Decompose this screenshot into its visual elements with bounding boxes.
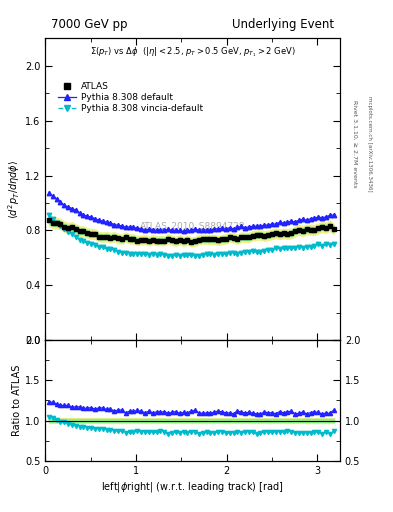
Text: Rivet 3.1.10, ≥ 2.7M events: Rivet 3.1.10, ≥ 2.7M events: [352, 99, 357, 187]
Pythia 8.308 default: [304, 217, 309, 223]
Pythia 8.308 vincia-default: [46, 211, 51, 218]
Text: 7000 GeV pp: 7000 GeV pp: [51, 18, 128, 31]
ATLAS: [266, 232, 270, 238]
Pythia 8.308 vincia-default: [331, 241, 336, 247]
Pythia 8.308 vincia-default: [285, 245, 290, 251]
Pythia 8.308 default: [181, 228, 186, 234]
Pythia 8.308 default: [70, 205, 74, 211]
Line: Pythia 8.308 default: Pythia 8.308 default: [47, 190, 336, 233]
Pythia 8.308 vincia-default: [170, 253, 174, 259]
Line: Pythia 8.308 vincia-default: Pythia 8.308 vincia-default: [47, 212, 336, 259]
Pythia 8.308 default: [274, 221, 278, 227]
ATLAS: [70, 224, 74, 230]
Text: mcplots.cern.ch [arXiv:1306.3436]: mcplots.cern.ch [arXiv:1306.3436]: [367, 96, 373, 191]
Pythia 8.308 vincia-default: [70, 230, 74, 237]
Line: ATLAS: ATLAS: [47, 218, 336, 244]
ATLAS: [46, 218, 51, 224]
Pythia 8.308 vincia-default: [277, 246, 282, 252]
Y-axis label: Ratio to ATLAS: Ratio to ATLAS: [12, 365, 22, 436]
Text: ATLAS_2010_S8894728: ATLAS_2010_S8894728: [140, 221, 245, 230]
ATLAS: [274, 230, 278, 236]
Y-axis label: $\langle d^2 p_T / d\eta d\phi \rangle$: $\langle d^2 p_T / d\eta d\phi \rangle$: [6, 160, 22, 219]
Pythia 8.308 default: [277, 219, 282, 225]
Pythia 8.308 default: [285, 219, 290, 225]
ATLAS: [304, 226, 309, 232]
ATLAS: [331, 226, 336, 232]
Pythia 8.308 vincia-default: [274, 245, 278, 251]
Pythia 8.308 vincia-default: [304, 244, 309, 250]
Pythia 8.308 vincia-default: [266, 247, 270, 253]
Pythia 8.308 default: [46, 189, 51, 196]
ATLAS: [277, 231, 282, 237]
Pythia 8.308 default: [331, 212, 336, 218]
ATLAS: [189, 239, 194, 245]
Text: Underlying Event: Underlying Event: [232, 18, 334, 31]
ATLAS: [285, 231, 290, 237]
Legend: ATLAS, Pythia 8.308 default, Pythia 8.308 vincia-default: ATLAS, Pythia 8.308 default, Pythia 8.30…: [55, 79, 206, 116]
Pythia 8.308 default: [266, 222, 270, 228]
Text: $\Sigma(p_T)$ vs $\Delta\phi$  ($|\eta| < 2.5$, $p_T > 0.5$ GeV, $p_{T_1} > 2$ G: $\Sigma(p_T)$ vs $\Delta\phi$ ($|\eta| <…: [90, 46, 296, 59]
X-axis label: left|$\phi$right| (w.r.t. leading track) [rad]: left|$\phi$right| (w.r.t. leading track)…: [101, 480, 284, 494]
